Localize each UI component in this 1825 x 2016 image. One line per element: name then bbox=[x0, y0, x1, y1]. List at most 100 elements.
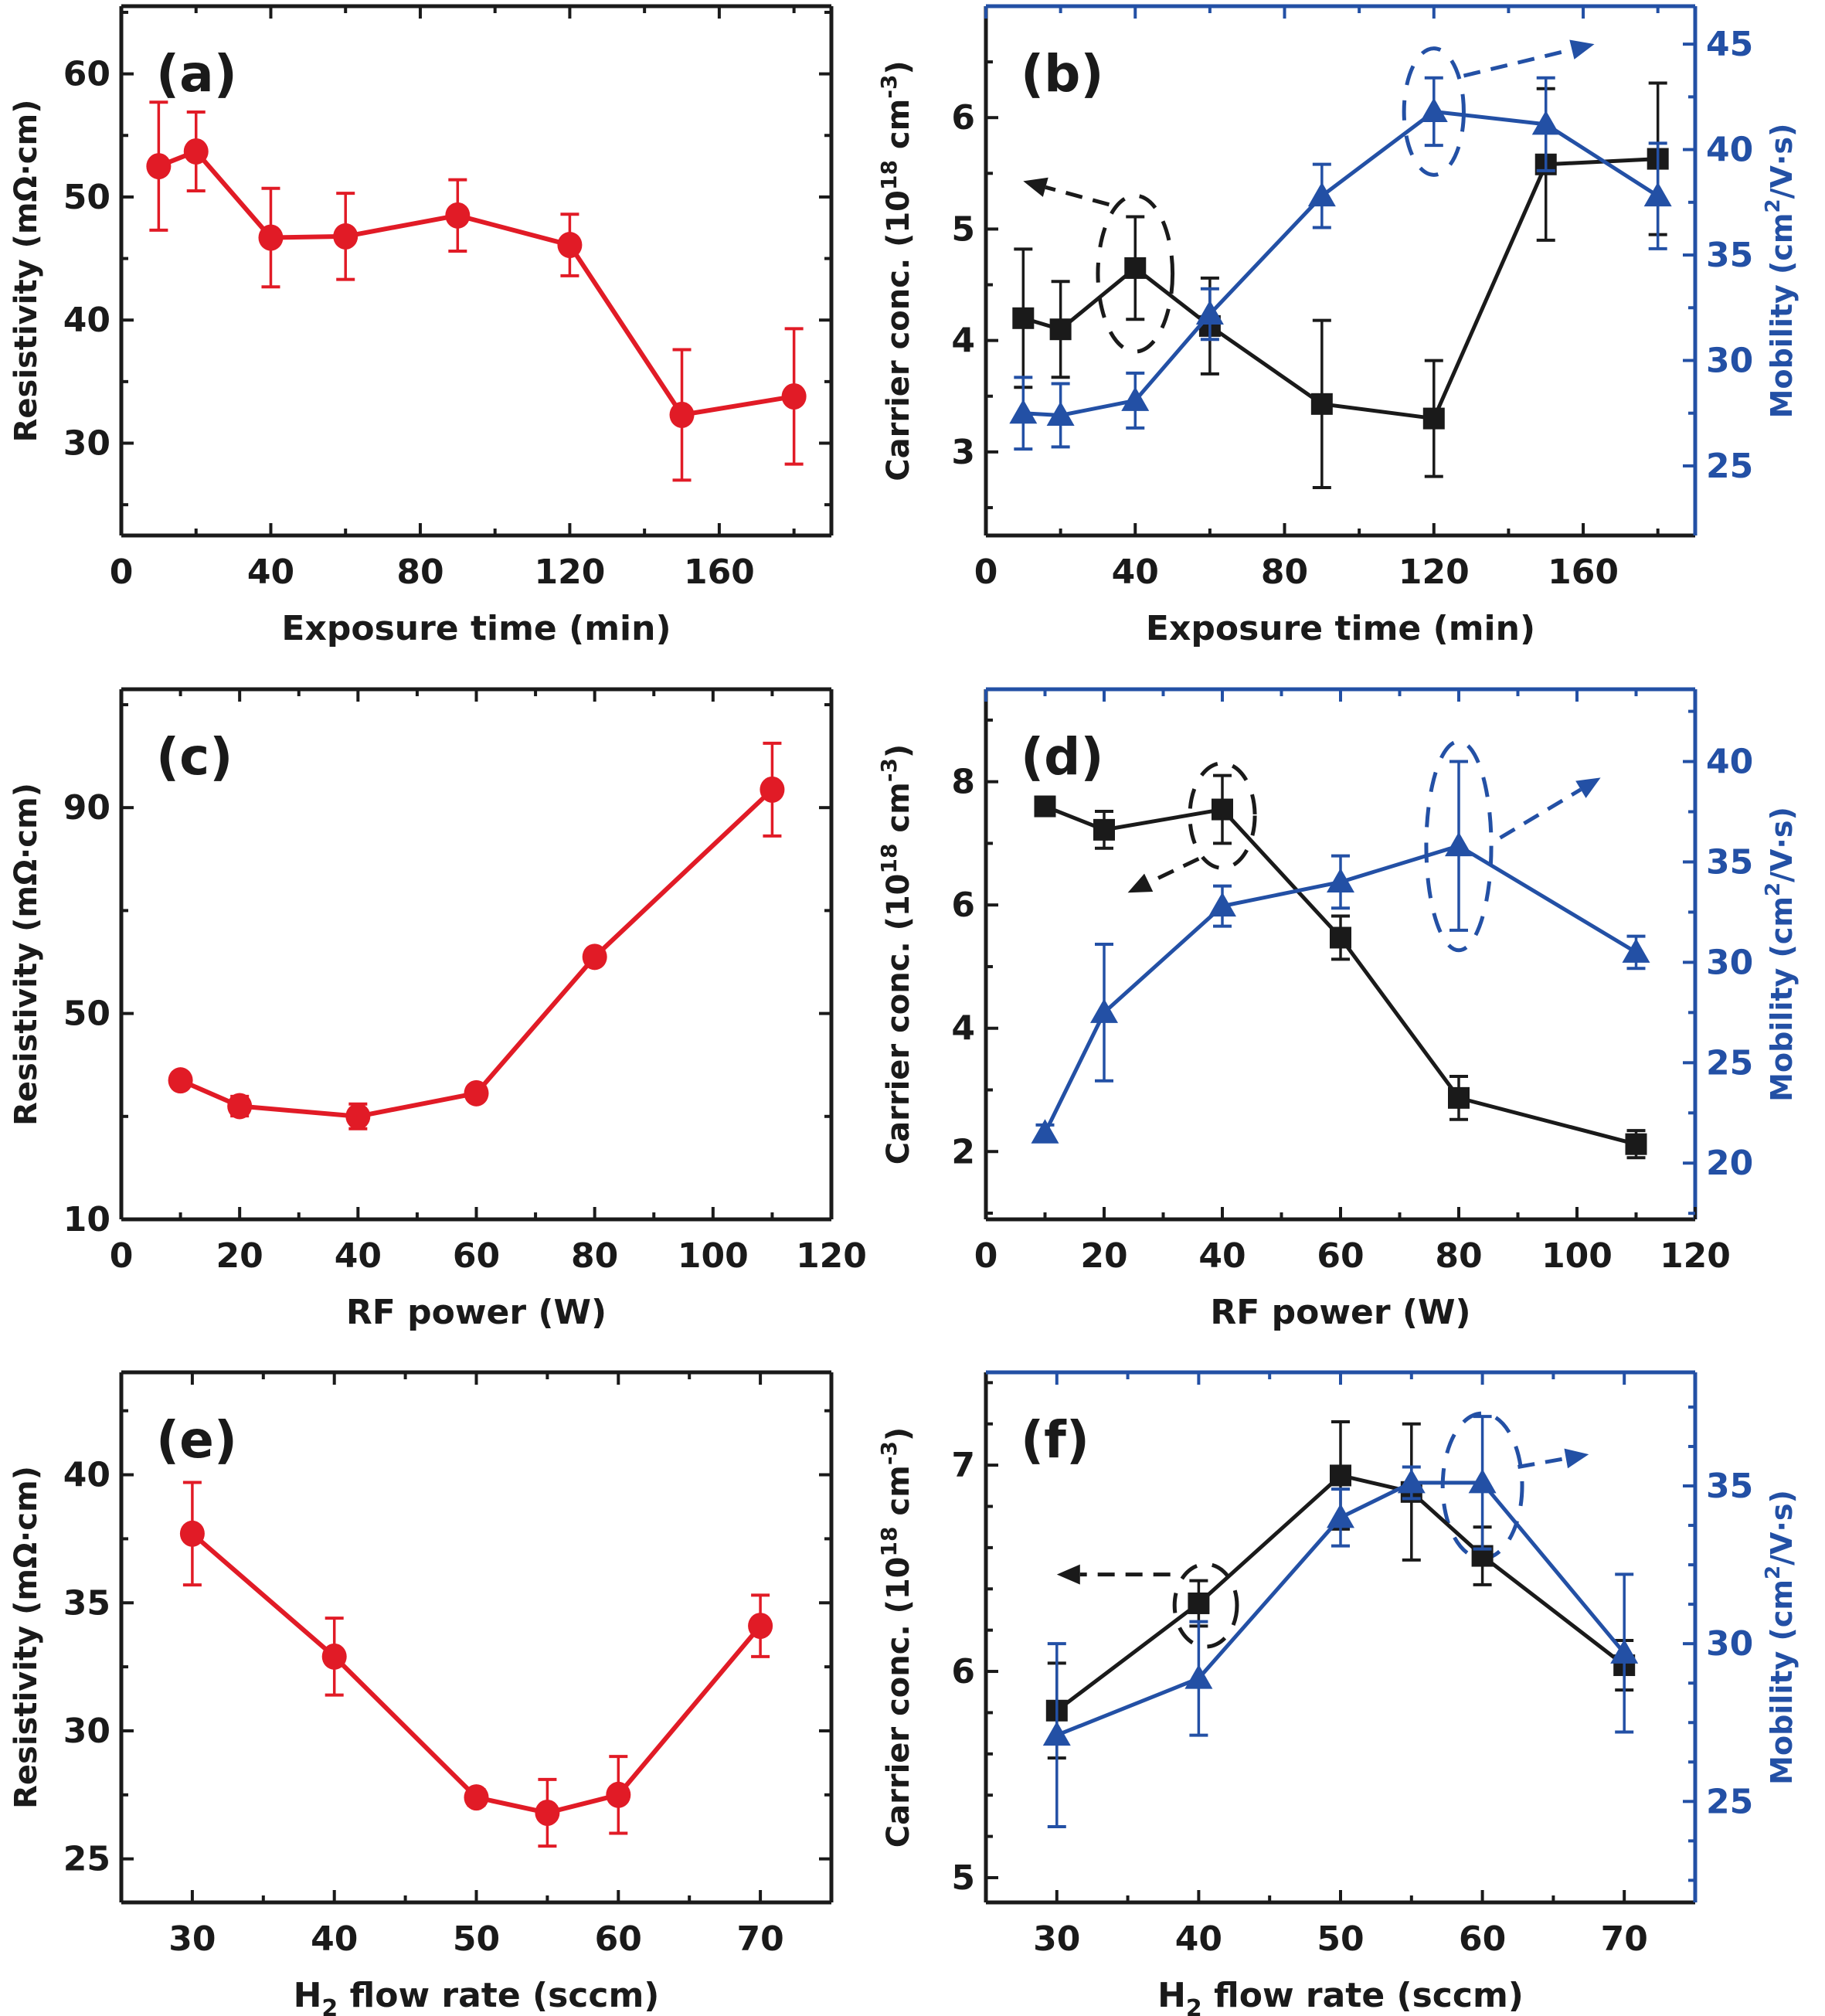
x-tick-label: 120 bbox=[1660, 1236, 1731, 1276]
y-axis-label-text: Carrier conc. (10 bbox=[881, 1556, 916, 1848]
x-tick-label: 60 bbox=[453, 1236, 500, 1276]
right-y-axis-label-superscript: 2 bbox=[1762, 1566, 1785, 1579]
data-point-triangle bbox=[1622, 938, 1650, 963]
y-tick-label: 90 bbox=[63, 788, 110, 828]
series-resistivity bbox=[146, 100, 807, 482]
series-mobility bbox=[1031, 760, 1650, 1144]
arrow-left-icon bbox=[1127, 873, 1154, 893]
data-point-square bbox=[1012, 307, 1035, 329]
series-line-segment bbox=[1197, 1474, 1342, 1605]
dashed-ellipse-annotation bbox=[1096, 193, 1175, 354]
right-y-tick-label: 20 bbox=[1706, 1144, 1753, 1183]
x-tick-label: 70 bbox=[1601, 1919, 1648, 1959]
data-point-square bbox=[1330, 1464, 1351, 1487]
data-point-triangle bbox=[1090, 998, 1118, 1023]
right-y-tick-label: 35 bbox=[1706, 236, 1753, 275]
series-line-segment bbox=[1133, 312, 1212, 402]
data-point-triangle bbox=[1327, 868, 1354, 892]
panel-label: (f) bbox=[1021, 1410, 1089, 1470]
y-axis-label-text: ) bbox=[881, 60, 916, 74]
x-tick-label: 50 bbox=[453, 1919, 500, 1959]
y-tick-label: 4 bbox=[951, 1009, 975, 1049]
y-tick-label: 40 bbox=[63, 1456, 110, 1495]
right-y-axis-label: Mobility (cm2/V·s) bbox=[1762, 807, 1799, 1102]
data-point-square bbox=[1310, 393, 1333, 415]
data-point-square bbox=[1049, 318, 1072, 341]
x-tick-label: 0 bbox=[110, 1236, 134, 1276]
series-line-segment bbox=[617, 1624, 763, 1797]
series-line-segment bbox=[1432, 163, 1548, 420]
series-line-segment bbox=[270, 233, 346, 240]
data-point-triangle bbox=[1208, 892, 1236, 917]
data-point-circle bbox=[168, 1067, 193, 1094]
right-y-tick-label: 35 bbox=[1706, 1467, 1753, 1506]
data-point-circle bbox=[606, 1781, 631, 1808]
dashed-arrow-shaft bbox=[1463, 47, 1572, 78]
panel-label: (d) bbox=[1021, 727, 1104, 787]
series-line-segment bbox=[190, 1532, 336, 1659]
chart-panel-e: 30 40 50 60 70 25 30 35 40 H2 flow rate (sccm) Res… bbox=[8, 1370, 834, 2016]
x-tick-label: 40 bbox=[335, 1236, 382, 1276]
data-point-circle bbox=[535, 1800, 560, 1827]
series-line-segment bbox=[1208, 194, 1324, 316]
series-line-segment bbox=[681, 394, 795, 417]
y-axis-label: Resistivity (mΩ·cm) bbox=[8, 100, 44, 443]
x-tick-label: 40 bbox=[247, 552, 294, 592]
data-point-triangle bbox=[1042, 1721, 1071, 1746]
series-line-segment bbox=[1338, 936, 1461, 1100]
right-y-tick-label: 25 bbox=[1706, 1043, 1753, 1083]
y-tick-label: 8 bbox=[951, 763, 975, 802]
y-tick-label: 5 bbox=[951, 1858, 975, 1898]
x-axis-label: H2 flow rate (sccm) bbox=[294, 1976, 660, 2016]
data-point-square bbox=[1330, 926, 1351, 949]
y-tick-label: 5 bbox=[951, 209, 975, 249]
data-point-triangle bbox=[1195, 300, 1224, 325]
series-resistivity bbox=[179, 1481, 773, 1848]
right-y-tick-label: 25 bbox=[1706, 1782, 1753, 1821]
x-tick-label: 0 bbox=[110, 552, 134, 592]
right-y-tick-label: 25 bbox=[1706, 447, 1753, 486]
chart-panel-a: 0 40 80 120 160 30 40 50 60 Exposure time (min) Re… bbox=[8, 4, 834, 648]
y-tick-label: 6 bbox=[951, 886, 975, 925]
data-point-triangle bbox=[1468, 1468, 1497, 1494]
right-y-axis-label: Mobility (cm2/V·s) bbox=[1762, 1490, 1799, 1785]
panel-label: (c) bbox=[156, 727, 233, 787]
panel-label: (b) bbox=[1021, 44, 1104, 104]
y-axis-label-superscript: 18 bbox=[876, 1527, 902, 1557]
arrow-left-icon bbox=[1056, 1564, 1080, 1585]
data-point-triangle bbox=[1307, 182, 1336, 207]
y-tick-label: 50 bbox=[63, 994, 110, 1034]
data-point-circle bbox=[445, 202, 471, 229]
x-tick-label: 0 bbox=[974, 552, 998, 592]
data-point-circle bbox=[464, 1079, 489, 1107]
dashed-arrow-shaft bbox=[1499, 787, 1582, 840]
x-tick-label: 160 bbox=[1548, 552, 1619, 592]
right-y-axis-label-text: Mobility (cm bbox=[1765, 212, 1799, 418]
series-line-segment bbox=[1103, 807, 1223, 832]
right-y-axis-label-superscript: 2 bbox=[1762, 882, 1785, 896]
y-axis-label-text: Carrier conc. (10 bbox=[881, 873, 916, 1164]
data-point-square bbox=[1093, 818, 1115, 841]
series-line-segment bbox=[1480, 1481, 1626, 1655]
series-mobility bbox=[1042, 1415, 1639, 1828]
series-line-segment bbox=[1481, 1554, 1626, 1668]
data-point-triangle bbox=[1046, 401, 1075, 426]
series-line-segment bbox=[593, 787, 774, 959]
data-point-circle bbox=[227, 1093, 253, 1120]
x-tick-label: 60 bbox=[1317, 1236, 1364, 1276]
x-tick-label: 160 bbox=[684, 552, 755, 592]
series-line-segment bbox=[1340, 844, 1460, 884]
y-tick-label: 3 bbox=[951, 433, 975, 472]
data-point-circle bbox=[748, 1613, 773, 1640]
panel-label: (e) bbox=[156, 1410, 237, 1470]
x-tick-label: 100 bbox=[1541, 1236, 1613, 1276]
series-line-segment bbox=[1321, 402, 1435, 421]
data-point-triangle bbox=[1445, 831, 1473, 857]
y-axis-label: Resistivity (mΩ·cm) bbox=[8, 1466, 44, 1809]
x-tick-label: 80 bbox=[1261, 552, 1308, 592]
series-line-segment bbox=[1060, 398, 1136, 417]
chart-panel-c: 0 20 40 60 80 100 120 10 50 90 RF power (W) Resisti… bbox=[8, 687, 867, 1332]
data-point-circle bbox=[333, 223, 359, 250]
